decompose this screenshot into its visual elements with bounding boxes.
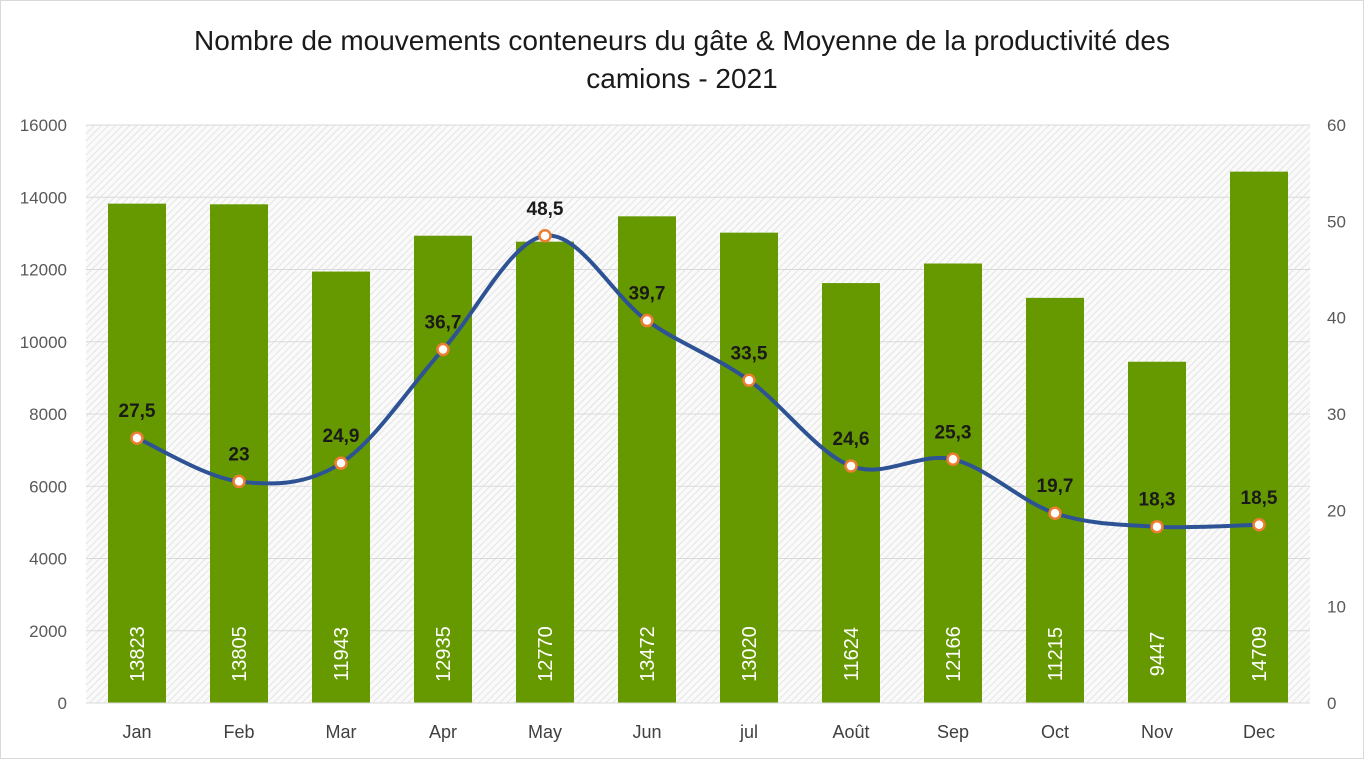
line-data-label: 19,7 [1037,476,1074,497]
x-tick-label: May [528,722,562,742]
line-point [946,452,960,467]
line-point [844,459,858,473]
line-point [436,342,450,357]
y-left-tick-label: 2000 [29,622,67,641]
bar [312,271,370,703]
bar-data-label: 13805 [229,626,251,682]
x-tick-label: Sep [937,722,969,742]
bar [1230,171,1288,703]
line-data-label: 27,5 [119,401,156,422]
bar [516,241,574,703]
line-data-label: 33,5 [731,343,768,364]
line-point [538,229,552,243]
y-right-tick-label: 10 [1327,598,1346,617]
bar-data-label: 12770 [535,626,557,682]
line-point [232,474,246,489]
y-right-tick-label: 30 [1327,405,1346,424]
y-right-tick-label: 60 [1327,116,1346,135]
line-point [640,313,654,328]
y-left-tick-label: 12000 [20,261,67,280]
chart-title-line-1: Nombre de mouvements conteneurs du gâte … [194,25,1170,56]
bar [1026,297,1084,703]
y-left-tick-label: 8000 [29,405,67,424]
x-tick-label: Feb [223,722,254,742]
x-tick-label: jul [739,722,758,742]
y-left-tick-label: 16000 [20,116,67,135]
bar [210,204,268,703]
line-data-label: 18,5 [1241,488,1278,509]
y-left-tick-label: 6000 [29,477,67,496]
bar [924,263,982,703]
line-data-label: 24,6 [833,429,870,450]
line-data-label: 48,5 [527,199,564,220]
bar [822,283,880,703]
bar-data-label: 11215 [1045,627,1067,681]
bar-data-label: 13472 [637,626,659,682]
line-data-label: 24,9 [323,426,360,447]
line-data-label: 39,7 [629,284,666,305]
x-tick-label: Jun [632,722,661,742]
bar-data-label: 12166 [943,626,965,682]
x-tick-label: Dec [1243,722,1275,742]
line-point [1150,519,1164,534]
y-right-tick-label: 20 [1327,501,1346,520]
x-tick-label: Jan [122,722,151,742]
y-left-tick-label: 0 [58,694,67,713]
line-point [334,456,348,470]
bar-data-label: 13823 [127,626,149,682]
chart-title: Nombre de mouvements conteneurs du gâte … [0,22,1364,98]
bar [618,216,676,703]
x-tick-label: Mar [326,722,357,742]
bar-data-label: 11624 [841,627,863,681]
bar [414,235,472,703]
y-left-tick-label: 4000 [29,550,67,569]
bar-data-label: 13020 [739,626,761,682]
x-tick-label: Apr [429,722,457,742]
x-tick-label: Oct [1041,722,1069,742]
bar [108,203,166,704]
chart-title-line-2: camions - 2021 [586,63,778,94]
bar-data-label: 12935 [433,626,455,682]
x-tick-label: Août [832,722,869,742]
line-point [742,373,756,388]
line-point [130,431,144,445]
y-right-tick-label: 50 [1327,212,1346,231]
line-point [1048,506,1062,520]
bar [720,232,778,703]
y-right-tick-label: 40 [1327,309,1346,328]
bar-data-label: 9447 [1147,632,1169,677]
line-point [1252,518,1266,532]
bar-data-label: 11943 [331,627,353,681]
line-data-label: 18,3 [1139,490,1176,511]
x-tick-label: Nov [1141,722,1173,742]
line-data-label: 25,3 [935,422,972,443]
bar-data-label: 14709 [1249,626,1271,682]
y-left-tick-label: 10000 [20,333,67,352]
y-left-tick-label: 14000 [20,188,67,207]
line-data-label: 23 [228,444,249,465]
y-right-tick-label: 0 [1327,694,1336,713]
line-data-label: 36,7 [425,312,462,333]
